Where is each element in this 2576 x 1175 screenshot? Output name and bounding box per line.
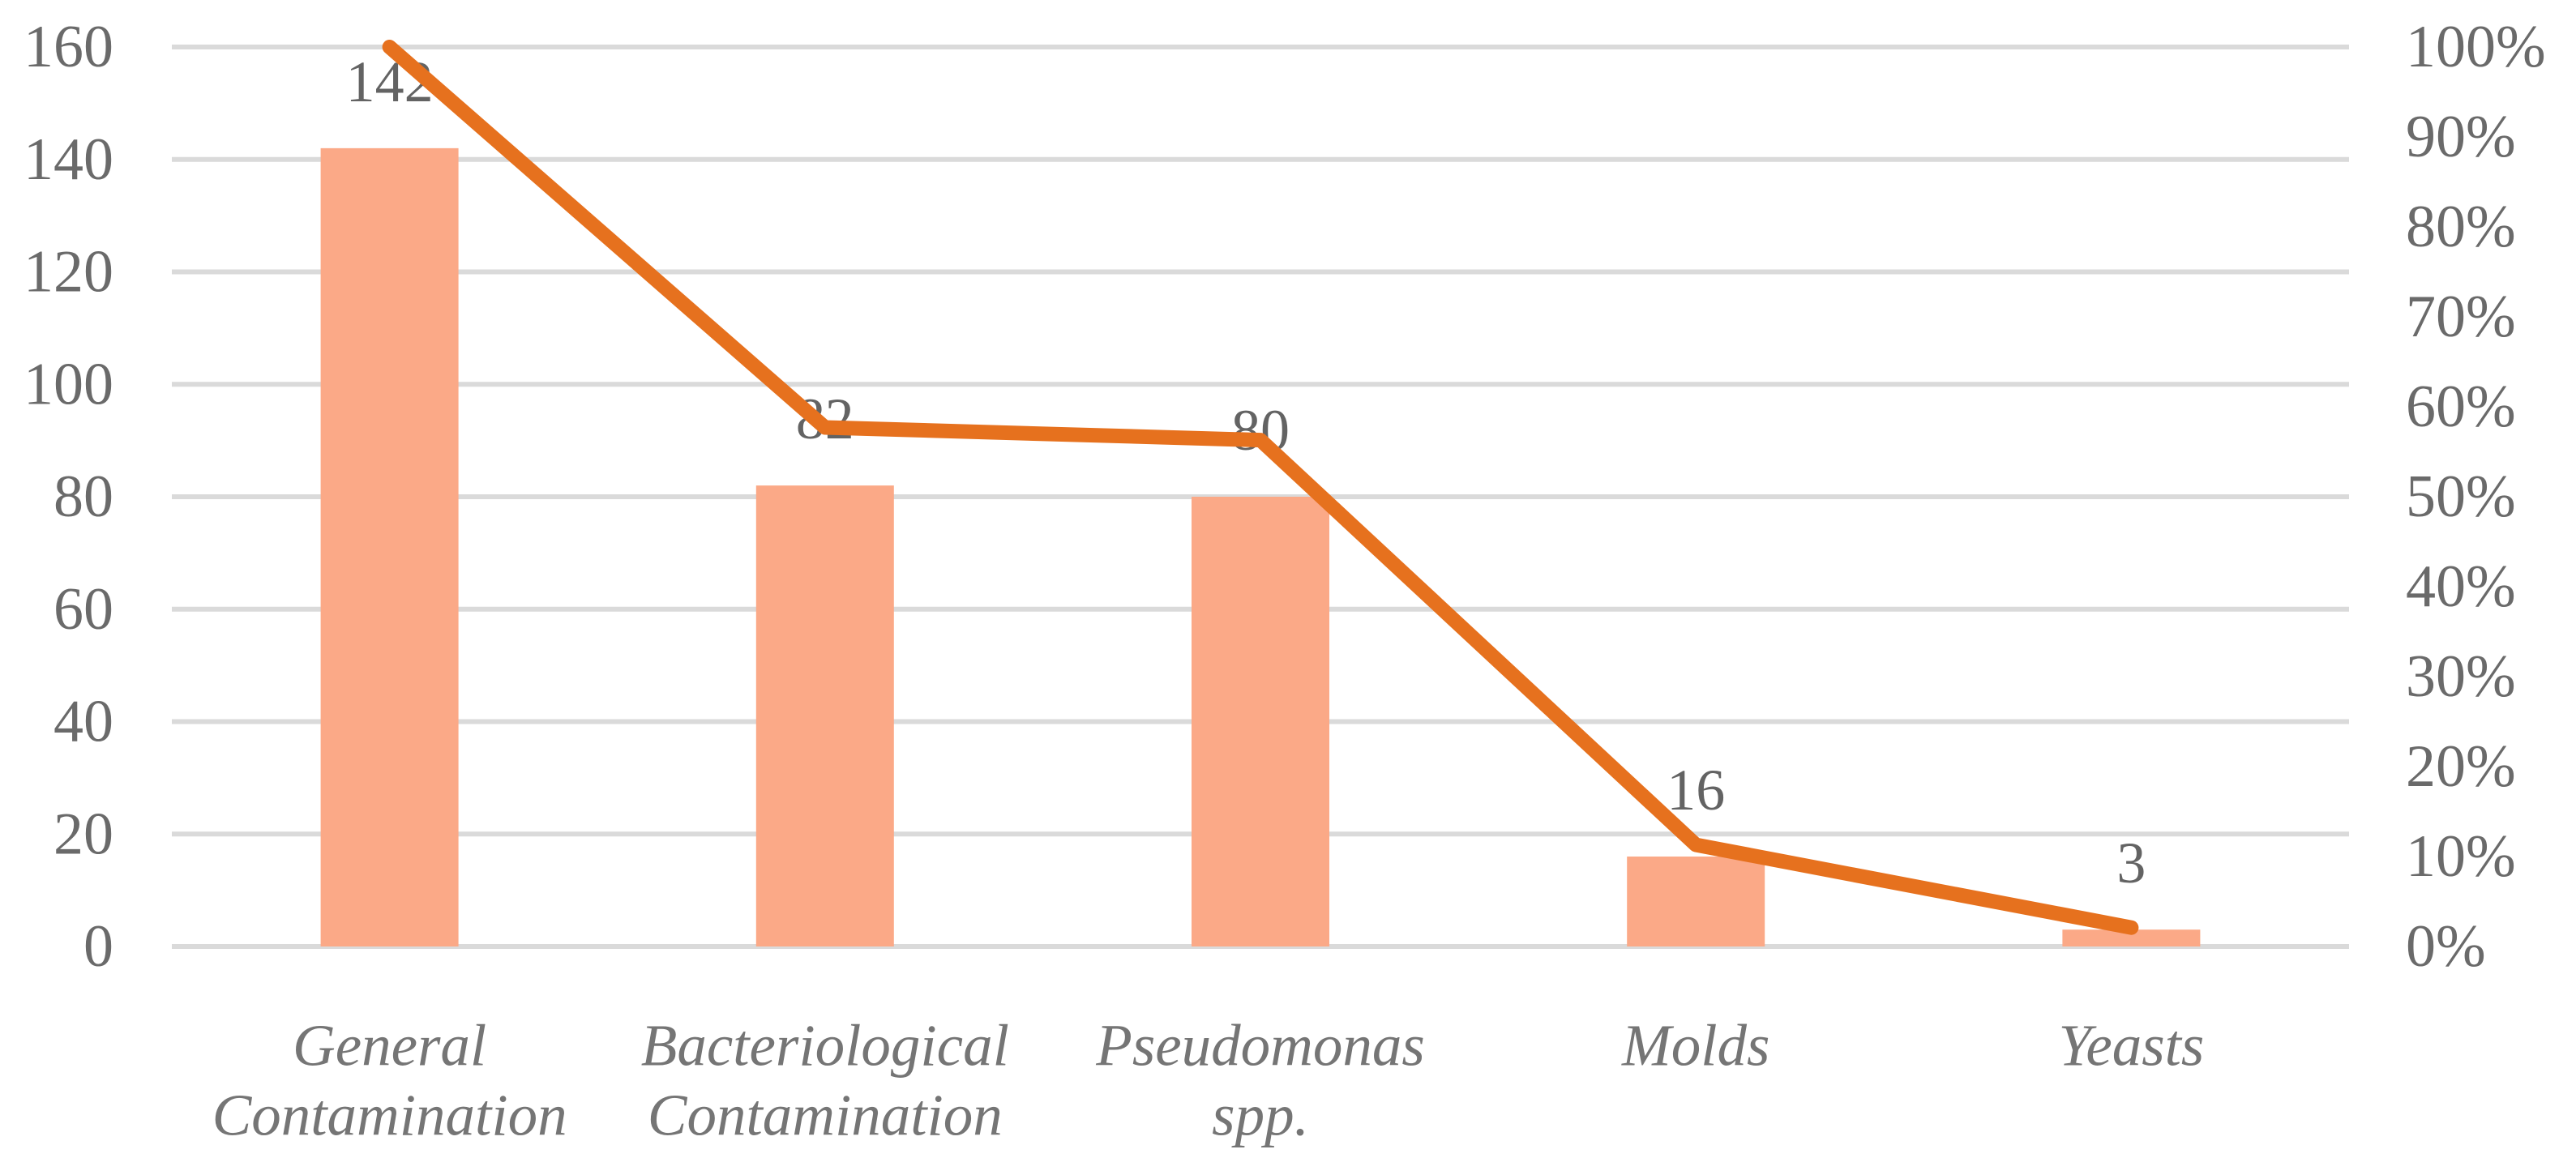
left-axis-tick-label: 20 (53, 801, 113, 867)
left-axis-tick-label: 140 (24, 126, 113, 193)
category-label-line: Bacteriological (641, 1013, 1009, 1079)
right-axis-tick-labels: 0% 10% 20% 30% 40% 50% 60% 70% 80% 90% 100% (2406, 14, 2546, 980)
bar-value-label-yeasts: 3 (2116, 831, 2146, 895)
category-label-line: General (293, 1013, 486, 1079)
left-axis-tick-label: 40 (53, 689, 113, 755)
category-label-line: Pseudomonas (1095, 1013, 1425, 1079)
right-axis-tick-label: 10% (2406, 823, 2516, 890)
bar-pseudomonas-spp (1192, 497, 1329, 946)
right-axis-tick-label: 0% (2406, 913, 2486, 980)
right-axis-tick-label: 100% (2406, 14, 2546, 80)
right-axis-tick-label: 40% (2406, 553, 2516, 620)
category-label-line: Contamination (212, 1083, 567, 1148)
category-label-yeasts: Yeasts (2058, 1013, 2204, 1079)
right-axis-tick-label: 90% (2406, 104, 2516, 170)
percentage-line-series (382, 40, 2139, 935)
category-label-line: Molds (1621, 1013, 1770, 1079)
right-axis-tick-label: 20% (2406, 733, 2516, 800)
left-axis-tick-labels: 0 20 40 60 80 100 120 140 160 (24, 14, 113, 980)
left-axis-tick-label: 60 (53, 576, 113, 643)
bar-yeasts (2062, 929, 2201, 946)
left-axis-tick-label: 80 (53, 464, 113, 530)
bar-molds (1627, 857, 1765, 946)
x-axis-category-labels: GeneralContaminationBacteriologicalConta… (212, 1013, 2205, 1148)
right-axis-tick-label: 60% (2406, 374, 2516, 440)
left-axis-tick-label: 0 (83, 913, 113, 980)
category-label-line: Contamination (648, 1083, 1003, 1148)
bar-bacteriological-contamination (755, 485, 894, 946)
right-axis-tick-label: 80% (2406, 194, 2516, 260)
right-axis-tick-label: 30% (2406, 643, 2516, 710)
bar-general-contamination (320, 147, 459, 946)
category-label-line: Yeasts (2058, 1013, 2204, 1079)
left-axis-tick-label: 160 (24, 14, 113, 80)
category-label-molds: Molds (1621, 1013, 1770, 1079)
bar-value-label-molds: 16 (1667, 758, 1725, 822)
left-axis-tick-label: 120 (24, 239, 113, 306)
right-axis-tick-label: 50% (2406, 464, 2516, 530)
left-axis-tick-label: 100 (24, 351, 113, 417)
right-axis-tick-label: 70% (2406, 284, 2516, 350)
bars (320, 147, 2201, 946)
category-label-line: spp. (1212, 1083, 1309, 1148)
